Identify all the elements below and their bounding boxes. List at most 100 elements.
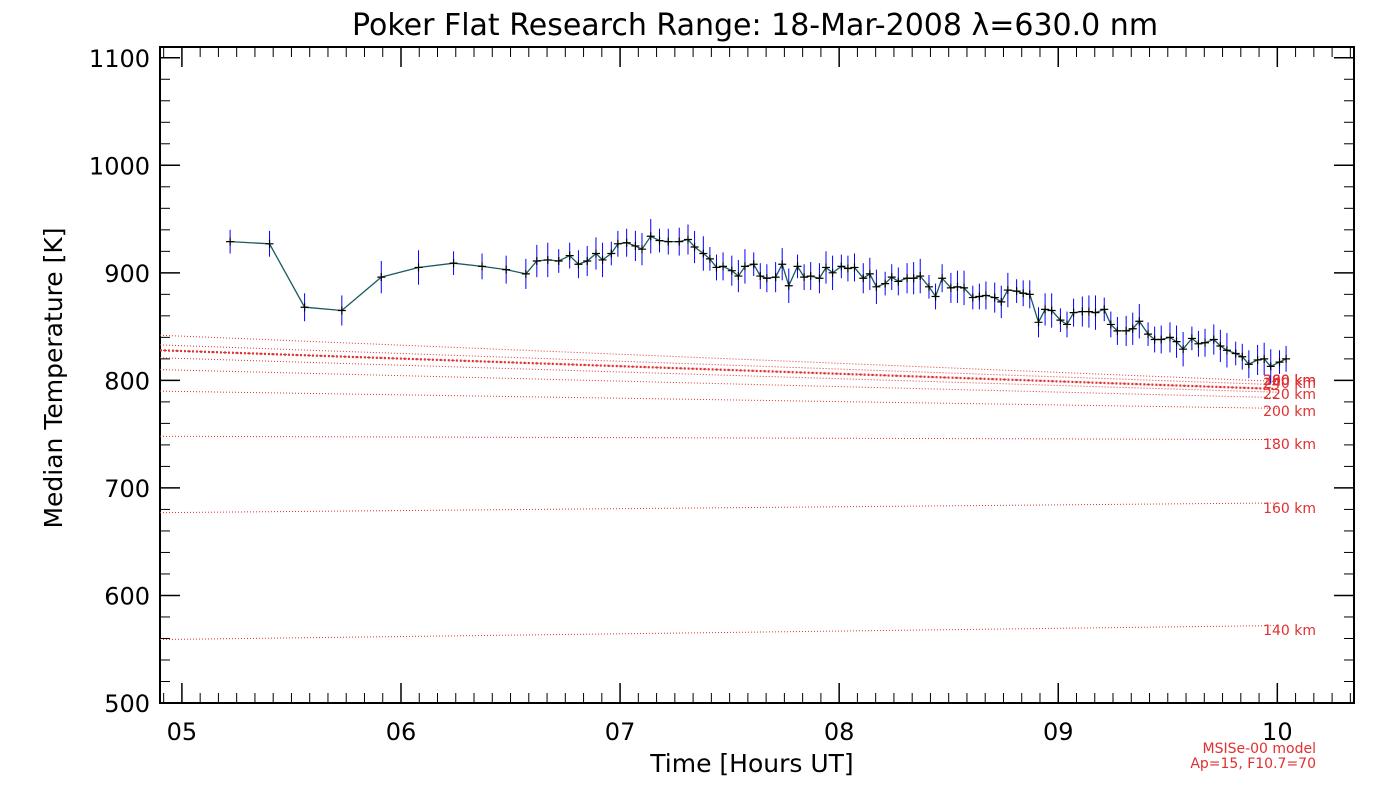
chart-title: Poker Flat Research Range: 18-Mar-2008 λ… [352,8,1158,43]
data-point [655,236,664,245]
data-point [975,292,984,301]
data-point [1063,320,1071,329]
data-point [1282,354,1291,363]
data-point [924,282,933,291]
data-point [1244,360,1253,369]
data-point [1041,305,1050,314]
data-point [727,266,736,275]
data-point [762,274,771,283]
data-point [637,245,646,254]
data-point [1253,355,1262,364]
data-point [909,274,918,283]
data-point [778,260,787,269]
data-point [1216,341,1225,350]
data-point [806,272,815,281]
data-point [1135,317,1144,326]
x-tick-label: 09 [1043,718,1074,746]
data-point [631,241,640,250]
data-point [622,238,631,247]
data-series-line [230,235,1287,368]
data-point [828,268,837,277]
plot-frame [159,46,1355,704]
model-line-220km [159,369,1278,399]
data-point [591,249,600,258]
model-line-180km [159,435,1278,441]
x-axis-ticks: 05 06 07 08 09 10 [163,47,1351,746]
data-point [1056,316,1065,325]
data-point [1003,286,1012,295]
data-point [1091,308,1100,317]
model-label-260km: 260 km [1263,373,1316,389]
model-line-140km [159,625,1278,641]
data-point [1231,349,1240,358]
model-label-220km: 220 km [1263,387,1316,403]
data-point [1209,335,1218,344]
data-point [414,263,423,272]
data-point [872,282,881,291]
data-point [1172,337,1181,346]
data-point [1019,289,1028,298]
data-point [1266,362,1275,371]
x-tick-label: 08 [824,718,855,746]
data-point [574,260,583,269]
model-line-240km [159,357,1278,393]
data-point [887,273,896,282]
data-point [664,237,673,246]
data-point [734,272,743,281]
data-point [449,259,458,268]
data-point [683,235,692,244]
y-axis-ticks: 500 600 700 800 900 1000 1100 [89,45,1354,718]
data-point [881,279,890,288]
model-note-line-2: Ap=15, F10.7=70 [1190,756,1316,772]
data-point [1260,354,1269,363]
data-point [300,303,309,312]
data-point [1144,330,1153,339]
model-label-200km: 200 km [1263,404,1316,420]
y-tick-label: 1100 [89,45,150,73]
data-point [583,257,592,266]
data-point [1069,308,1078,317]
data-point [771,273,780,282]
data-point [837,262,846,271]
data-point [1113,326,1122,335]
data-point [226,237,235,246]
data-point [968,293,977,302]
data-point [931,292,940,301]
data-point [607,249,616,258]
data-point [894,277,903,286]
data-point [1128,324,1137,333]
data-point [719,262,728,271]
data-point [793,262,802,271]
data-point [850,263,859,272]
data-point [699,249,708,258]
data-point [712,263,721,272]
data-point [981,291,990,300]
data-point [521,269,530,278]
data-point [554,257,563,266]
data-point [1222,346,1231,355]
data-point [1238,352,1247,361]
data-point [1034,318,1043,327]
data-point [916,272,925,281]
data-point [705,254,714,263]
data-point [1187,334,1196,343]
data-point [1275,358,1284,367]
y-tick-label: 700 [104,475,150,503]
model-line-260km [159,349,1278,390]
data-point [502,265,511,274]
data-point [1025,290,1034,299]
model-note-line-1: MSISe-00 model [1202,741,1316,757]
data-point [953,282,962,291]
data-point [859,274,868,283]
data-point [1084,307,1093,316]
model-label-160km: 160 km [1263,501,1316,517]
model-label-300km: 300 km [1263,373,1316,389]
y-tick-label: 900 [104,260,150,288]
data-point [784,281,793,290]
data-point [1100,305,1109,314]
data-point [749,260,758,269]
data-point [265,239,274,248]
model-label-240km: 240 km [1263,376,1316,392]
